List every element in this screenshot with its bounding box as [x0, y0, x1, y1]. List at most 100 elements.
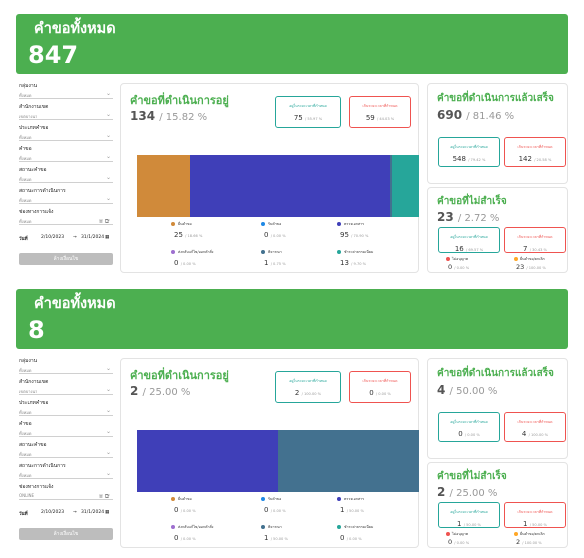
- filter-value: ONLINE: [19, 493, 35, 498]
- filter-type-select[interactable]: ทั้งหมด ⌄: [19, 407, 113, 416]
- bar-segment[interactable]: [137, 430, 278, 492]
- clear-filters-button[interactable]: ล้างเงื่อนไข: [19, 528, 113, 540]
- legend-value: 0 / 0.00 %: [174, 259, 196, 267]
- filter-status-select[interactable]: ทั้งหมด ⌄: [19, 174, 113, 183]
- filter-office: สำนักงานเขต เขตบางนา ⌄: [19, 103, 113, 120]
- legend-count: 23: [516, 263, 525, 271]
- legend-pct: / 9.70 %: [351, 262, 367, 266]
- pill-count: 0: [458, 430, 463, 438]
- pill-pct: / 100.00 %: [301, 392, 322, 396]
- count-pct: / 25.00 %: [142, 387, 191, 398]
- bar-segment[interactable]: [189, 155, 390, 217]
- calendar-icon[interactable]: ▦: [105, 510, 110, 515]
- legend-value: 1 / 50.00 %: [264, 534, 288, 542]
- dashboard-section: คำขอทั้งหมด 8 กลุ่มงาน ทั้งหมด ⌄ สำนักงานเขตเ…: [16, 289, 568, 551]
- count-pct: / 50.00 %: [449, 386, 498, 397]
- filter-toggle-icon[interactable]: ⩸ ⧉: [99, 218, 109, 225]
- chevron-down-icon: ⌄: [105, 449, 111, 456]
- filter-value: ทั้งหมด: [19, 177, 32, 182]
- done-title: คำขอที่ดำเนินการแล้วเสร็จ: [437, 93, 554, 104]
- date-label: วันที่: [19, 512, 28, 517]
- legend-pct: / 18.66 %: [185, 234, 203, 238]
- filter-value: ทั้งหมด: [19, 368, 32, 373]
- legend-pct: / 0.00 %: [270, 234, 286, 238]
- filter-office-select[interactable]: เขตบางนา ⌄: [19, 386, 113, 395]
- filter-process: สถานะการดำเนินการ ทั้งหมด ⌄: [19, 187, 113, 204]
- pill-count: 2: [294, 389, 300, 397]
- arrow-right-icon: →: [73, 510, 77, 515]
- filter-channel-select[interactable]: ทั้งหมด ⌄: [19, 216, 113, 225]
- done-card: คำขอที่ดำเนินการแล้วเสร็จ 690 / 81.46 % อย…: [427, 83, 568, 184]
- pill-value: 548 / 79.42 %: [439, 155, 499, 163]
- pill-label: อยู่ในระยะเวลาที่กำหนด: [289, 379, 327, 383]
- legend-label: ชำระค่าธรรมเนียม: [344, 250, 374, 254]
- filter-label: คำขอ: [19, 421, 32, 427]
- filter-process-select[interactable]: ทั้งหมด ⌄: [19, 470, 113, 479]
- not-done-count: 23 / 2.72 %: [437, 210, 499, 224]
- date-from[interactable]: 2/10/2023: [41, 235, 65, 240]
- ongoing-legend: ยื่นคำขอ 25 / 18.66 % รับคำขอ 0 / 0.00 % ตรว…: [121, 221, 418, 271]
- filter-request-select[interactable]: ทั้งหมด ⌄: [19, 428, 113, 437]
- count-value: 23: [437, 210, 454, 224]
- legend-item: ยื่นคำขอ: [171, 221, 192, 227]
- bar-segment[interactable]: [278, 430, 419, 492]
- legend-value: 0 / 0.00 %: [264, 231, 286, 239]
- filter-channel: ช่องทางการแจ้ง ทั้งหมด ⌄ ⩸ ⧉: [19, 208, 113, 225]
- legend-label: ไม่อนุญาต: [452, 257, 469, 261]
- legend-dot: [446, 532, 450, 536]
- filter-office-select[interactable]: เขตบางนา ⌄: [19, 111, 113, 120]
- filter-group-select[interactable]: ทั้งหมด ⌄: [19, 365, 113, 374]
- filter-label: สถานะคำขอ: [19, 167, 47, 173]
- legend-value: 1 / 0.75 %: [264, 259, 286, 267]
- legend-pct: / 0.00 %: [454, 266, 470, 270]
- legend-item: ส่งกลับแก้ไข/ออกคำสั่ง: [171, 249, 213, 255]
- pill-label: อยู่ในระยะเวลาที่กำหนด: [450, 510, 488, 514]
- calendar-icon[interactable]: ▦: [105, 235, 110, 240]
- legend-count: 95: [340, 231, 349, 239]
- legend-count: 13: [340, 259, 349, 267]
- filter-group: กลุ่มงาน ทั้งหมด ⌄: [19, 82, 113, 99]
- filter-status-select[interactable]: ทั้งหมด ⌄: [19, 449, 113, 458]
- legend-value: 1 / 50.00 %: [340, 506, 364, 514]
- pill-count: 548: [452, 155, 466, 163]
- filter-channel: ช่องทางการแจ้ง ONLINE ⌄ ⩸ ⧉: [19, 483, 113, 500]
- ongoing-title: คำขอที่ดำเนินการอยู่: [130, 94, 229, 107]
- count-pct: / 2.72 %: [457, 213, 500, 224]
- count-value: 4: [437, 383, 446, 397]
- pill-label: เกินระยะเวลาที่กำหนด: [517, 510, 553, 514]
- pill-pct: / 100.00 %: [528, 433, 549, 437]
- not-done-legend-item: ยื่นคำขอ/ยกเลิก: [514, 531, 545, 537]
- filter-process-select[interactable]: ทั้งหมด ⌄: [19, 195, 113, 204]
- total-title: คำขอทั้งหมด: [34, 296, 116, 312]
- legend-label: ส่งกลับแก้ไข/ออกคำสั่ง: [178, 525, 214, 529]
- filter-channel-select[interactable]: ONLINE ⌄: [19, 491, 113, 500]
- date-to[interactable]: 31/1/2024: [81, 235, 105, 240]
- filter-label: สำนักงานเขต: [19, 104, 49, 110]
- pill-value: 1 / 50.00 %: [439, 520, 499, 528]
- not-done-legend-value: 0 / 0.00 %: [448, 538, 469, 546]
- filter-value: เขตบางนา: [19, 114, 38, 119]
- chevron-down-icon: ⌄: [105, 386, 111, 393]
- bar-segment[interactable]: [391, 155, 419, 217]
- legend-dot: [171, 497, 175, 501]
- filter-group-select[interactable]: ทั้งหมด ⌄: [19, 90, 113, 99]
- filter-type-select[interactable]: ทั้งหมด ⌄: [19, 132, 113, 141]
- legend-dot: [337, 250, 341, 254]
- bar-segment[interactable]: [389, 155, 392, 217]
- legend-item: ชำระค่าธรรมเนียม: [337, 249, 373, 255]
- legend-value: 0 / 0.00 %: [264, 506, 286, 514]
- pill-label: เกินระยะเวลาที่กำหนด: [362, 104, 398, 108]
- pill-pct: / 50.00 %: [529, 523, 547, 527]
- filter-request-select[interactable]: ทั้งหมด ⌄: [19, 153, 113, 162]
- pill-value: 4 / 100.00 %: [505, 430, 565, 438]
- clear-filters-button[interactable]: ล้างเงื่อนไข: [19, 253, 113, 265]
- ongoing-within-pill: อยู่ในระยะเวลาที่กำหนด 75 / 55.97 %: [275, 96, 341, 128]
- legend-pct: / 100.00 %: [526, 266, 546, 270]
- filter-toggle-icon[interactable]: ⩸ ⧉: [99, 493, 109, 500]
- filter-office: สำนักงานเขต เขตบางนา ⌄: [19, 378, 113, 395]
- date-from[interactable]: 2/10/2023: [41, 510, 65, 515]
- legend-label: รับคำขอ: [268, 497, 282, 501]
- date-to[interactable]: 31/1/2024: [81, 510, 105, 515]
- filter-process: สถานะการดำเนินการ ทั้งหมด ⌄: [19, 462, 113, 479]
- bar-segment[interactable]: [137, 155, 190, 217]
